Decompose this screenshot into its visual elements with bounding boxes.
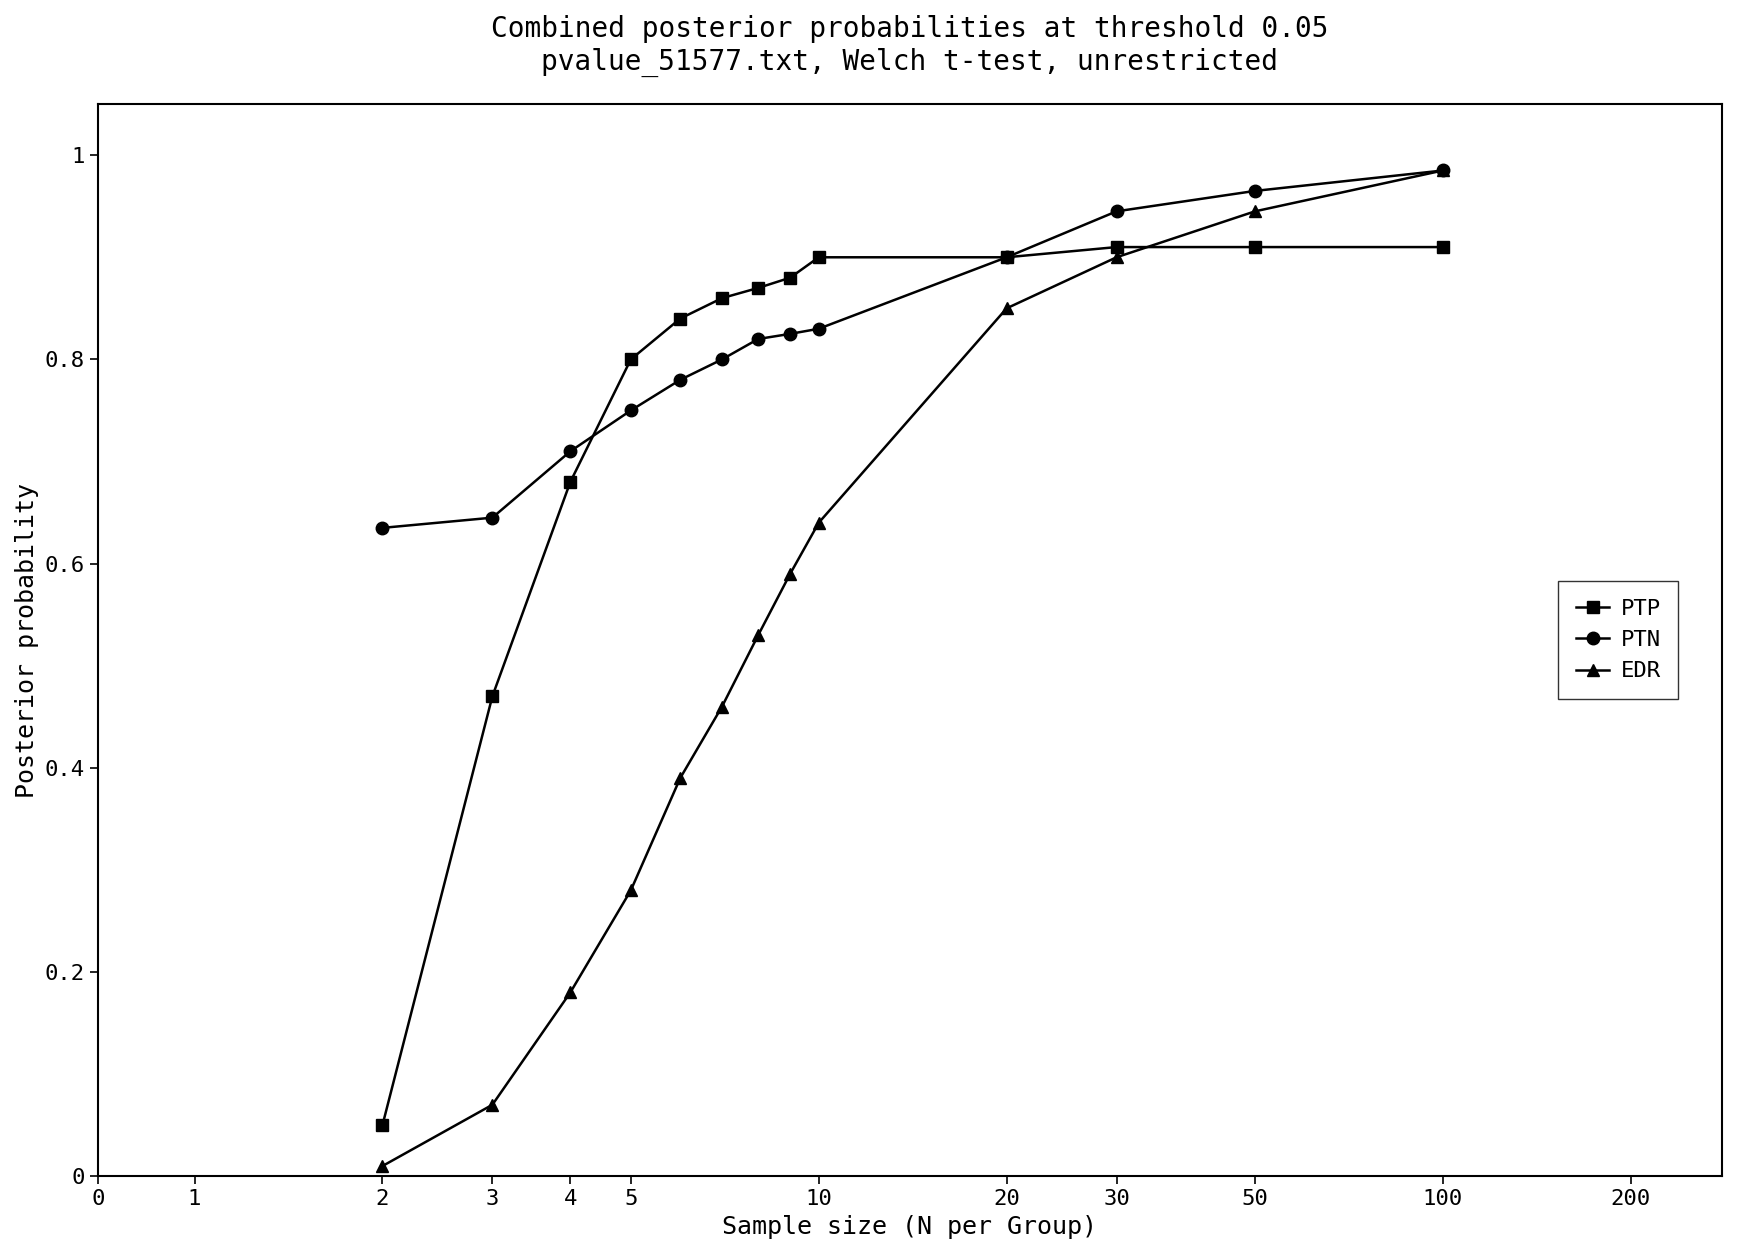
EDR [1433,163,1454,178]
PTN [712,352,733,367]
PTP [620,352,641,367]
EDR [780,567,801,582]
PTN [670,372,691,387]
PTP [1245,240,1266,255]
EDR [559,984,580,999]
PTN [997,250,1018,265]
Title: Combined posterior probabilities at threshold 0.05
pvalue_51577.txt, Welch t-tes: Combined posterior probabilities at thre… [492,15,1329,76]
EDR [481,1097,502,1112]
EDR [1106,250,1127,265]
Line: PTN: PTN [377,164,1449,534]
PTP [372,1117,393,1132]
PTP [1433,240,1454,255]
PTN [1433,163,1454,178]
EDR [1245,204,1266,219]
EDR [372,1159,393,1174]
EDR [670,770,691,785]
PTN [1106,204,1127,219]
PTN [780,326,801,341]
Line: EDR: EDR [377,164,1449,1172]
PTP [559,474,580,489]
Y-axis label: Posterior probability: Posterior probability [16,483,38,798]
EDR [712,698,733,714]
EDR [997,301,1018,316]
PTP [712,291,733,306]
PTP [670,311,691,326]
PTN [559,444,580,459]
PTN [749,331,769,346]
EDR [808,515,829,530]
EDR [749,627,769,642]
PTN [1245,183,1266,198]
PTP [1106,240,1127,255]
PTP [481,688,502,703]
PTP [997,250,1018,265]
Legend: PTP, PTN, EDR: PTP, PTN, EDR [1558,582,1678,698]
PTN [481,510,502,525]
PTN [620,403,641,418]
PTN [808,321,829,336]
PTP [780,270,801,285]
PTP [749,281,769,296]
X-axis label: Sample size (N per Group): Sample size (N per Group) [723,1215,1098,1239]
PTP [808,250,829,265]
PTN [372,520,393,535]
Line: PTP: PTP [377,241,1449,1131]
EDR [620,883,641,898]
